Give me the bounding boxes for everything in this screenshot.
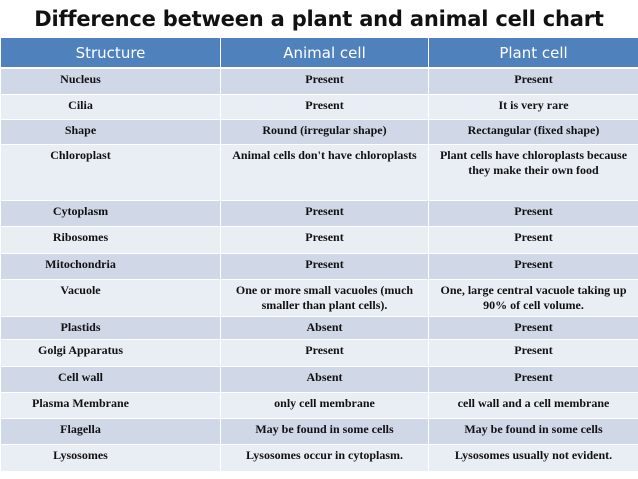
- table-row: Golgi Apparatus Present Present: [0, 338, 638, 367]
- structure-cell: Cytoplasm: [0, 199, 221, 227]
- structure-cell: Ribosomes: [0, 225, 221, 254]
- table-row: Vacuole One or more small vacuoles (much…: [0, 278, 638, 317]
- plant-cell-value: May be found in some cells: [428, 417, 638, 445]
- structure-cell: Shape: [0, 118, 221, 145]
- table-row: Ribosomes Present Present: [0, 225, 638, 254]
- table-row: Chloroplast Animal cells don't have chlo…: [0, 143, 638, 201]
- animal-cell-value: Present: [220, 199, 429, 227]
- table-row: Cell wall Absent Present: [0, 365, 638, 393]
- comparison-table: Structure Animal cell Plant cell Nucleus…: [0, 38, 638, 472]
- animal-cell-value: only cell membrane: [220, 391, 429, 419]
- table-row: Plastids Absent Present: [0, 315, 638, 340]
- plant-cell-value: Lysosomes usually not evident.: [428, 443, 638, 472]
- plant-cell-value: Present: [428, 67, 638, 95]
- plant-cell-value: Rectangular (fixed shape): [428, 118, 638, 145]
- structure-cell: Lysosomes: [0, 443, 221, 472]
- structure-cell: Vacuole: [0, 278, 221, 317]
- animal-cell-value: Absent: [220, 365, 429, 393]
- table-row: Cytoplasm Present Present: [0, 199, 638, 227]
- column-header-animal-cell: Animal cell: [220, 38, 429, 69]
- structure-cell: Plasma Membrane: [0, 391, 221, 419]
- structure-cell: Golgi Apparatus: [0, 338, 221, 367]
- structure-cell: Chloroplast: [0, 143, 221, 201]
- structure-cell: Cell wall: [0, 365, 221, 393]
- animal-cell-value: One or more small vacuoles (much smaller…: [220, 278, 429, 317]
- animal-cell-value: Present: [220, 67, 429, 95]
- header-row: Structure Animal cell Plant cell: [0, 38, 638, 69]
- animal-cell-value: Present: [220, 225, 429, 254]
- table-row: Flagella May be found in some cells May …: [0, 417, 638, 445]
- plant-cell-value: One, large central vacuole taking up 90%…: [428, 278, 638, 317]
- animal-cell-value: Present: [220, 252, 429, 280]
- column-header-structure: Structure: [0, 38, 221, 69]
- table-row: Mitochondria Present Present: [0, 252, 638, 280]
- structure-cell: Plastids: [0, 315, 221, 340]
- table-row: Nucleus Present Present: [0, 67, 638, 95]
- table-row: Plasma Membrane only cell membrane cell …: [0, 391, 638, 419]
- plant-cell-value: Present: [428, 225, 638, 254]
- table-row: Shape Round (irregular shape) Rectangula…: [0, 118, 638, 145]
- table-row: Cilia Present It is very rare: [0, 93, 638, 120]
- plant-cell-value: Present: [428, 338, 638, 367]
- plant-cell-value: Present: [428, 252, 638, 280]
- animal-cell-value: May be found in some cells: [220, 417, 429, 445]
- plant-cell-value: It is very rare: [428, 93, 638, 120]
- plant-cell-value: Present: [428, 365, 638, 393]
- structure-cell: Cilia: [0, 93, 221, 120]
- animal-cell-value: Animal cells don't have chloroplasts: [220, 143, 429, 201]
- animal-cell-value: Present: [220, 338, 429, 367]
- plant-cell-value: Present: [428, 199, 638, 227]
- column-header-plant-cell: Plant cell: [428, 38, 638, 69]
- plant-cell-value: Present: [428, 315, 638, 340]
- animal-cell-value: Round (irregular shape): [220, 118, 429, 145]
- animal-cell-value: Lysosomes occur in cytoplasm.: [220, 443, 429, 472]
- plant-cell-value: cell wall and a cell membrane: [428, 391, 638, 419]
- animal-cell-value: Present: [220, 93, 429, 120]
- plant-cell-value: Plant cells have chloroplasts because th…: [428, 143, 638, 201]
- page-title: Difference between a plant and animal ce…: [34, 7, 604, 31]
- structure-cell: Flagella: [0, 417, 221, 445]
- table-row: Lysosomes Lysosomes occur in cytoplasm. …: [0, 443, 638, 472]
- animal-cell-value: Absent: [220, 315, 429, 340]
- structure-cell: Mitochondria: [0, 252, 221, 280]
- structure-cell: Nucleus: [0, 67, 221, 95]
